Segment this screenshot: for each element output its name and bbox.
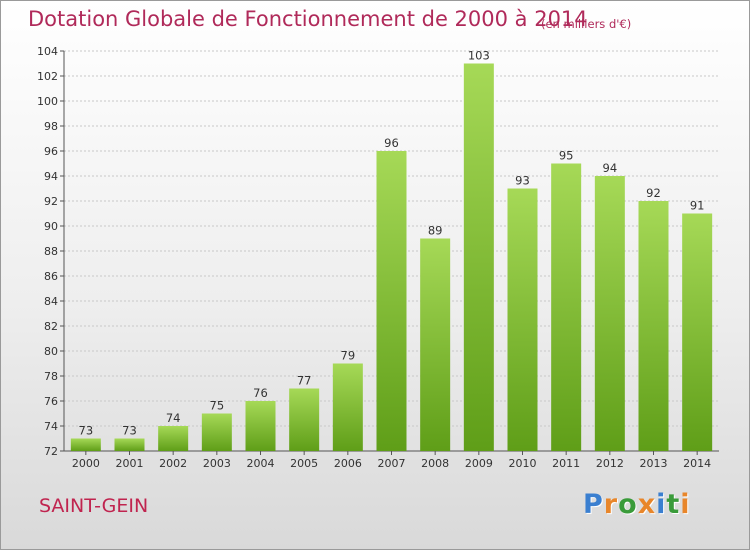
data-label: 73: [79, 424, 94, 438]
x-tick-label: 2014: [683, 457, 711, 470]
data-label: 103: [468, 49, 490, 63]
commune-name: SAINT-GEIN: [39, 495, 149, 517]
x-tick-label: 2003: [203, 457, 231, 470]
y-tick-label: 94: [44, 170, 58, 183]
y-tick-label: 80: [44, 345, 58, 358]
bar: [289, 388, 320, 451]
logo-letter: o: [618, 489, 638, 520]
y-tick-label: 84: [44, 295, 58, 308]
bar: [70, 438, 101, 451]
y-tick-label: 102: [37, 70, 58, 83]
y-tick-label: 72: [44, 445, 58, 458]
x-tick-label: 2007: [378, 457, 406, 470]
data-label: 79: [341, 349, 356, 363]
chart-title: Dotation Globale de Fonctionnement de 20…: [28, 7, 588, 31]
data-label: 75: [210, 399, 225, 413]
data-label: 96: [384, 136, 399, 150]
y-tick-label: 90: [44, 220, 58, 233]
y-tick-label: 74: [44, 420, 58, 433]
logo-letter: i: [656, 489, 667, 520]
bar: [638, 201, 669, 451]
x-tick-label: 2005: [290, 457, 318, 470]
bar: [114, 438, 145, 451]
bar: [332, 363, 363, 451]
x-tick-label: 2006: [334, 457, 362, 470]
bar: [376, 151, 407, 451]
bar: [507, 188, 538, 451]
logo-letter: i: [680, 489, 691, 520]
data-label: 95: [559, 149, 574, 163]
x-tick-label: 2012: [596, 457, 624, 470]
y-tick-label: 78: [44, 370, 58, 383]
logo-letter: t: [666, 489, 681, 520]
y-tick-label: 104: [37, 45, 58, 58]
x-tick-label: 2000: [72, 457, 100, 470]
data-label: 89: [428, 224, 443, 238]
data-label: 77: [297, 374, 312, 388]
data-label: 74: [166, 411, 181, 425]
data-label: 91: [690, 199, 705, 213]
x-tick-label: 2001: [116, 457, 144, 470]
bar: [682, 213, 713, 451]
y-tick-label: 100: [37, 95, 58, 108]
x-tick-label: 2011: [552, 457, 580, 470]
x-tick-label: 2008: [421, 457, 449, 470]
data-label: 92: [646, 186, 661, 200]
y-tick-label: 92: [44, 195, 58, 208]
data-label: 93: [515, 174, 530, 188]
bar: [463, 63, 494, 451]
y-tick-label: 76: [44, 395, 58, 408]
logo-letter: r: [603, 489, 619, 520]
chart-subtitle: (en milliers d'€): [541, 17, 632, 31]
logo-letter: P: [583, 489, 604, 520]
x-tick-label: 2002: [159, 457, 187, 470]
data-label: 73: [122, 424, 137, 438]
y-tick-label: 98: [44, 120, 58, 133]
x-tick-label: 2009: [465, 457, 493, 470]
x-tick-label: 2010: [509, 457, 537, 470]
y-tick-label: 86: [44, 270, 58, 283]
data-label: 76: [253, 386, 268, 400]
bar: [158, 426, 189, 451]
bar: [245, 401, 276, 451]
bar: [551, 163, 582, 451]
bar: [594, 176, 625, 451]
y-tick-label: 82: [44, 320, 58, 333]
proxiti-logo: Proxiti: [583, 489, 691, 520]
bar: [201, 413, 232, 451]
x-tick-label: 2013: [640, 457, 668, 470]
y-tick-label: 96: [44, 145, 58, 158]
x-tick-label: 2004: [247, 457, 275, 470]
data-label: 94: [603, 161, 618, 175]
bar: [420, 238, 451, 451]
logo-letter: x: [637, 489, 657, 520]
y-tick-label: 88: [44, 245, 58, 258]
